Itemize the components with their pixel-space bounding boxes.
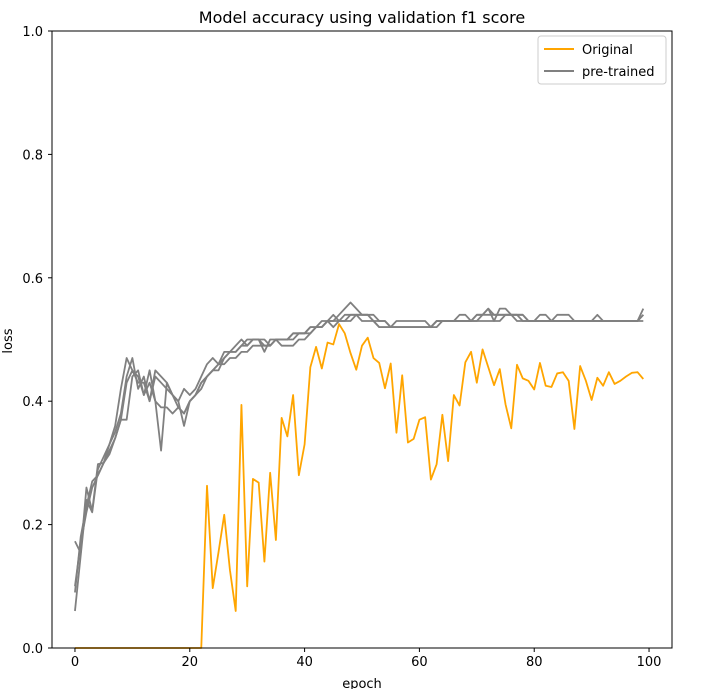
x-tick-label: 60 [411, 655, 428, 670]
plot-area [52, 31, 672, 648]
plot-background [52, 31, 672, 648]
legend: Original pre-trained [537, 35, 667, 85]
y-tick-label: 0.0 [22, 642, 43, 657]
x-tick-label: 80 [526, 655, 543, 670]
x-axis-title: epoch [342, 677, 382, 689]
y-tick-label: 0.2 [22, 519, 43, 534]
y-tick-label: 0.6 [22, 272, 43, 287]
y-axis-title: loss [1, 328, 16, 353]
x-tick-label: 20 [182, 655, 199, 670]
series-line-pretrained-4 [74, 313, 644, 593]
legend-label-pretrained: pre-trained [582, 65, 655, 80]
y-tick-label: 0.8 [22, 148, 43, 163]
y-tick-label: 1.0 [22, 25, 43, 40]
chart-title: Model accuracy using validation f1 score [199, 8, 525, 27]
axes-frame [51, 30, 673, 649]
series-line-pretrained-3 [74, 307, 644, 612]
axes-layer: 0 20 40 60 80 100 0.0 0.2 0.4 0.6 0.8 1.0 [22, 25, 673, 670]
x-tick-label: 40 [296, 655, 313, 670]
y-tick-label: 0.4 [22, 395, 43, 410]
x-tick-label: 100 [637, 655, 662, 670]
legend-label-original: Original [582, 43, 633, 58]
x-tick-label: 0 [71, 655, 79, 670]
